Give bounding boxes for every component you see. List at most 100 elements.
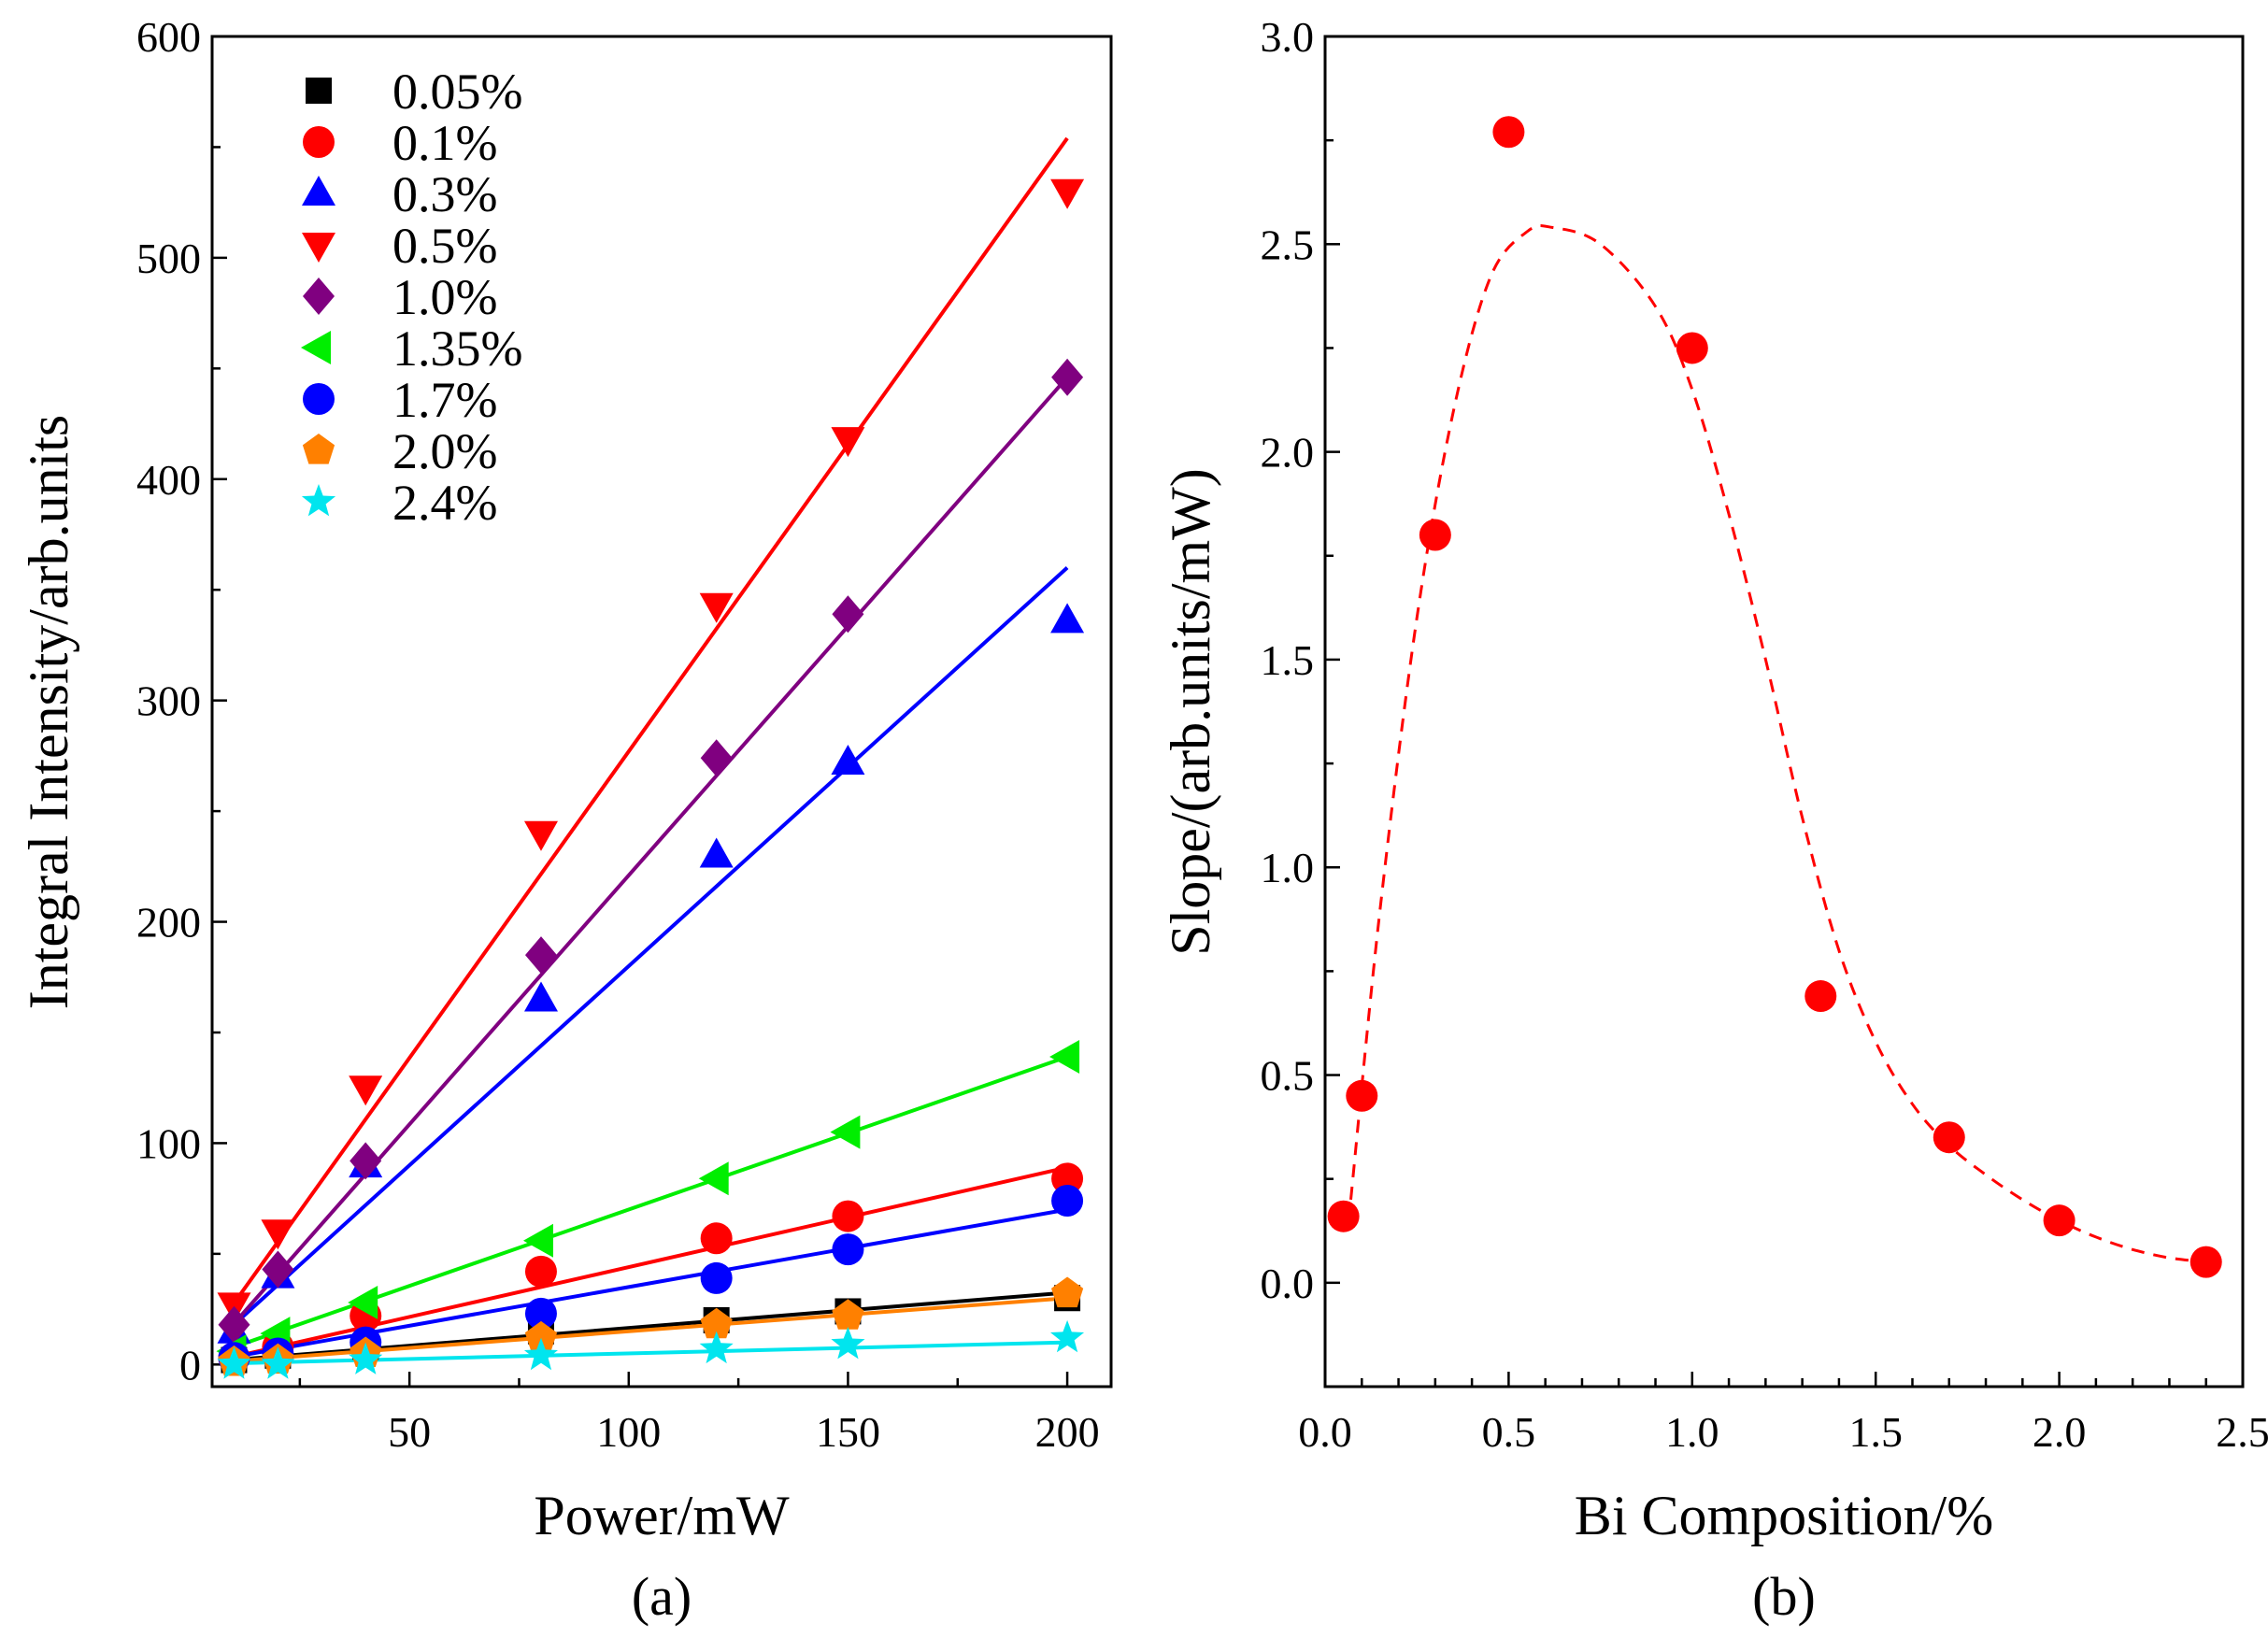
panel-a: 50 100 150 200 0 100 200 300 400 500 600 0.05%0.1%… [18,13,1113,1627]
point-0.3% [831,745,865,775]
panel-b-ytick-label: 2.0 [1261,429,1315,477]
legend-label: 2.0% [392,423,497,479]
legend-label: 2.4% [392,475,497,531]
legend-label: 1.35% [392,320,522,377]
point-1.0% [262,1250,294,1289]
legend-marker-0.3% [302,176,335,206]
legend-label: 1.7% [392,372,497,428]
panel-a-ytick-label: 100 [136,1119,201,1167]
point-2.4% [523,1337,558,1371]
panel-b-point [2190,1246,2222,1278]
point-0.1% [1051,1162,1084,1195]
point-2.0% [832,1299,864,1330]
legend-label: 0.05% [392,64,522,120]
point-1.0% [218,1305,250,1344]
panel-b-point [1327,1200,1360,1232]
panel-b-ytick-label: 0.5 [1261,1052,1315,1100]
panel-b-xtick-label: 1.5 [1848,1408,1903,1456]
fit-line-0.5% [232,136,1069,1304]
legend-marker-0.05% [306,78,332,104]
point-1.0% [349,1142,382,1180]
legend-marker-0.5% [302,233,335,263]
legend-marker-2.0% [302,434,335,464]
panel-b-point [1804,980,1837,1013]
point-0.3% [1050,603,1085,634]
legend-label: 1.0% [392,269,497,325]
panel-a-caption: (a) [632,1566,692,1627]
point-1.0% [525,936,557,975]
panel-b-ytick-label: 0.0 [1261,1260,1315,1307]
panel-b-xlabel: Bi Composition/% [1575,1485,1993,1546]
point-1.7% [700,1261,733,1294]
panel-a-markers [216,178,1085,1379]
panel-b-point [1346,1079,1378,1112]
panel-b-ylabel: Slope/(arb.units/mW) [1160,468,1221,956]
panel-a-xtick-label: 200 [1035,1408,1100,1456]
panel-a-fit-lines [232,136,1069,1366]
point-0.5% [1050,178,1085,209]
point-1.7% [832,1233,864,1266]
panel-b-xtick-label: 2.0 [2033,1408,2087,1456]
point-2.0% [1051,1276,1084,1308]
point-1.35% [1049,1040,1080,1074]
panel-b-caption: (b) [1752,1566,1816,1627]
fit-line-1.0% [232,376,1069,1325]
point-0.3% [699,837,734,868]
panel-a-legend: 0.05%0.1%0.3%0.5%1.0%1.35%1.7%2.0%2.4% [301,64,522,531]
panel-b-ytick-label: 2.5 [1261,221,1315,268]
panel-b-xtick-label: 0.5 [1482,1408,1536,1456]
point-1.7% [524,1297,557,1330]
point-1.35% [348,1286,378,1319]
point-1.0% [832,595,864,634]
point-2.4% [261,1346,295,1379]
point-0.3% [524,981,558,1012]
point-2.4% [1050,1319,1085,1353]
panel-b-trend-line [1349,224,2206,1264]
point-2.4% [349,1342,383,1374]
point-0.5% [349,1075,383,1106]
panel-b-point [1419,519,1451,551]
point-2.4% [699,1331,734,1364]
legend-label: 0.5% [392,218,497,274]
panel-b-point [1492,116,1525,149]
panel-b-ticks: 0.0 0.5 1.0 1.5 2.0 2.5 0.0 0.5 1.0 1.5 2.0 2.5 3.0 [1261,13,2268,1456]
point-0.5% [524,820,558,851]
point-0.5% [831,427,865,458]
point-0.1% [700,1222,733,1255]
legend-marker-1.35% [301,331,331,364]
panel-a-xtick-label: 150 [816,1408,880,1456]
panel-b-xtick-label: 0.0 [1298,1408,1352,1456]
legend-label: 0.3% [392,166,497,222]
legend-label: 0.1% [392,115,497,171]
point-2.0% [524,1320,558,1352]
panel-a-ytick-label: 400 [136,456,201,504]
point-1.35% [830,1115,861,1149]
panel-b-markers [1327,116,2222,1278]
panel-a-ytick-label: 500 [136,235,201,282]
panel-b: 0.0 0.5 1.0 1.5 2.0 2.50.00.51.01.52.02.53.0 … [1160,13,2268,1627]
point-1.0% [1051,358,1084,396]
point-1.7% [1051,1185,1084,1218]
fit-line-0.3% [233,566,1069,1327]
point-0.1% [524,1255,557,1288]
panel-a-ytick-label: 600 [136,13,201,61]
panel-a-ytick-label: 200 [136,899,201,947]
panel-a-ytick-label: 300 [136,677,201,725]
panel-a-ticks: 50 100 150 200 0 100 200 300 400 500 600 [136,13,1100,1456]
panel-a-xtick-label: 50 [388,1408,431,1456]
legend-marker-0.1% [303,126,335,158]
panel-b-ytick-label: 3.0 [1261,13,1315,61]
panel-a-frame [210,35,1113,1389]
point-0.5% [261,1219,295,1250]
panel-b-ytick-label: 1.5 [1261,636,1315,684]
point-2.0% [700,1307,733,1339]
point-0.1% [832,1200,864,1232]
panel-a-ytick-label: 0 [179,1341,201,1389]
panel-b-ytick-label: 1.0 [1261,844,1315,891]
point-2.4% [217,1346,251,1379]
panel-a-xtick-label: 100 [596,1408,661,1456]
legend-marker-1.7% [303,383,335,415]
panel-b-frame [1323,35,2245,1389]
point-2.4% [831,1327,865,1360]
